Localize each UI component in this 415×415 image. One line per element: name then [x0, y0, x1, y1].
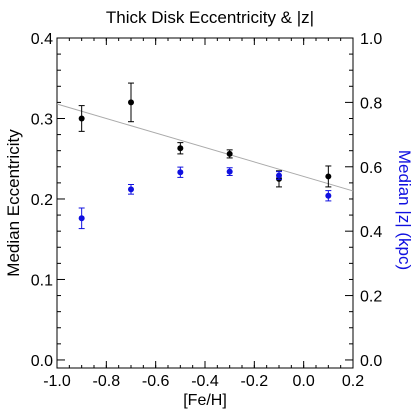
z-point — [276, 172, 282, 179]
left-y-axis-ticks: 0.0 0.1 0.2 0.3 0.4 — [31, 31, 65, 370]
right-y-tick-label: 0.4 — [360, 224, 382, 241]
right-y-axis-label: Median |z| (kpc) — [395, 150, 414, 270]
left-y-tick-label: 0.0 — [31, 353, 53, 370]
left-y-tick-label: 0.4 — [31, 31, 53, 48]
z-point — [78, 215, 85, 222]
plot-frame — [56, 37, 354, 369]
right-y-tick-label: 0.0 — [360, 353, 382, 370]
eccentricity-point — [325, 173, 332, 180]
fit-line — [56, 103, 354, 192]
z-point — [226, 168, 233, 175]
chart-title: Thick Disk Eccentricity & |z| — [106, 8, 314, 27]
left-y-tick-label: 0.2 — [31, 192, 53, 209]
left-y-tick-label: 0.1 — [31, 272, 53, 289]
right-y-tick-label: 0.6 — [360, 160, 382, 177]
trend-line — [56, 103, 354, 192]
eccentricity-point — [177, 145, 184, 152]
left-y-axis-label: Median Eccentricity — [4, 129, 23, 277]
eccentricity-point — [128, 99, 134, 106]
z-point — [177, 169, 184, 176]
right-y-tick-label: 1.0 — [360, 31, 382, 48]
x-tick-label: -0.6 — [142, 373, 170, 390]
x-tick-label: 0.0 — [293, 373, 315, 390]
right-y-tick-label: 0.8 — [360, 95, 382, 112]
data-points — [78, 82, 332, 230]
x-axis-label: [Fe/H] — [183, 392, 227, 409]
left-y-tick-label: 0.3 — [31, 111, 53, 128]
z-point — [325, 192, 332, 199]
x-tick-label: -0.8 — [93, 373, 121, 390]
z-point — [128, 186, 134, 193]
x-axis-ticks: -1.0 -0.8 -0.6 -0.4 -0.2 0.0 0.2 — [43, 38, 364, 390]
x-tick-label: -0.2 — [241, 373, 269, 390]
eccentricity-point — [78, 115, 85, 122]
x-tick-label: -1.0 — [43, 373, 71, 390]
eccentricity-point — [226, 150, 233, 157]
right-y-axis-ticks: 0.0 0.2 0.4 0.6 0.8 1.0 — [345, 31, 382, 370]
right-y-tick-label: 0.2 — [360, 289, 382, 306]
x-tick-label: -0.4 — [191, 373, 219, 390]
x-tick-label: 0.2 — [342, 373, 364, 390]
